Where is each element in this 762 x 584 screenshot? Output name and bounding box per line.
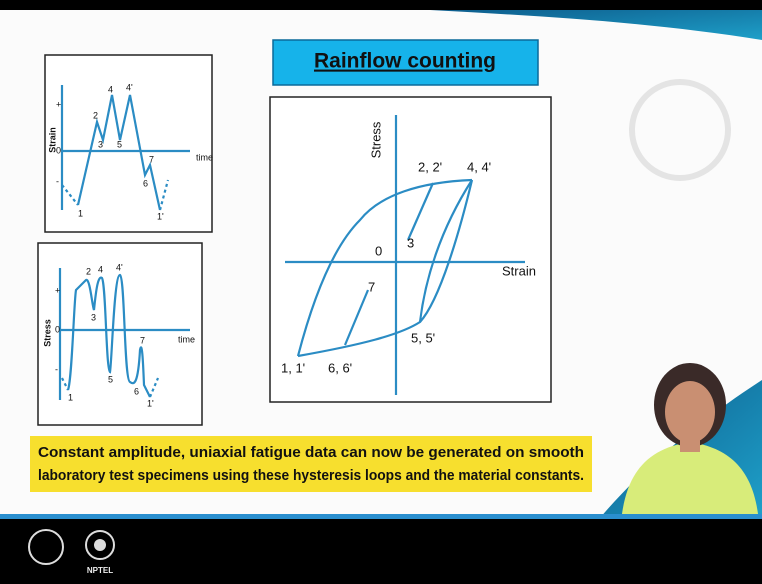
- point-label: 3: [98, 139, 103, 149]
- point-label: 7: [140, 335, 145, 345]
- hysteresis-diagram: Stress Strain 0 2, 2' 4, 4' 3 7 1, 1' 6,…: [270, 97, 551, 402]
- point-label: 5, 5': [411, 330, 435, 345]
- sign: +: [55, 285, 60, 295]
- sign: 0: [55, 324, 60, 334]
- title: Rainflow counting: [314, 50, 496, 73]
- caption-line: laboratory test specimens using these hy…: [38, 468, 584, 484]
- point-label: 1': [147, 398, 154, 408]
- point-label: 6: [143, 178, 148, 188]
- point-label: 1: [78, 208, 83, 218]
- point-label: 4': [126, 82, 133, 92]
- point-label: 6, 6': [328, 360, 352, 375]
- point-label: 3: [91, 312, 96, 322]
- point-label: 2, 2': [418, 159, 442, 174]
- point-label: 4: [98, 264, 103, 274]
- y-label: Stress: [42, 319, 52, 347]
- point-label: 4, 4': [467, 159, 491, 174]
- slide: Rainflow counting Strain time + 0 - 1 2 …: [0, 0, 762, 579]
- point-label: 6: [134, 386, 139, 396]
- point-label: 1, 1': [281, 360, 305, 375]
- point-label: 5: [108, 374, 113, 384]
- sign: 0: [56, 145, 61, 155]
- point-label: 7: [149, 154, 154, 164]
- footer-line: [0, 514, 762, 519]
- point-label: 3: [407, 235, 414, 250]
- caption-line: Constant amplitude, uniaxial fatigue dat…: [38, 445, 584, 461]
- point-label: 4': [116, 262, 123, 272]
- sign: -: [56, 176, 59, 186]
- sign: +: [56, 99, 61, 109]
- logo: [29, 530, 63, 564]
- logo: [94, 539, 106, 551]
- footer-logo-text: NPTEL: [87, 566, 113, 575]
- x-label: time: [196, 152, 213, 162]
- point-label: 5: [117, 139, 122, 149]
- stress-plot: Stress time + 0 - 1 2 3 4 5 4' 7 6 1': [38, 243, 202, 425]
- sign: -: [55, 364, 58, 374]
- page: {"header": {"title": "Rainflow counting"…: [0, 0, 762, 579]
- point-label: 7: [368, 279, 375, 294]
- point-label: 1: [68, 392, 73, 402]
- point-label: 1': [157, 211, 164, 221]
- point-label: 2: [93, 110, 98, 120]
- x-label: time: [178, 334, 195, 344]
- x-label: Strain: [502, 263, 536, 278]
- origin-label: 0: [375, 243, 382, 258]
- point-label: 4: [108, 84, 113, 94]
- strain-plot: Strain time + 0 - 1 2 3 4 5 4' 7 6 1': [45, 55, 213, 232]
- y-label: Stress: [368, 121, 383, 158]
- point-label: 2: [86, 266, 91, 276]
